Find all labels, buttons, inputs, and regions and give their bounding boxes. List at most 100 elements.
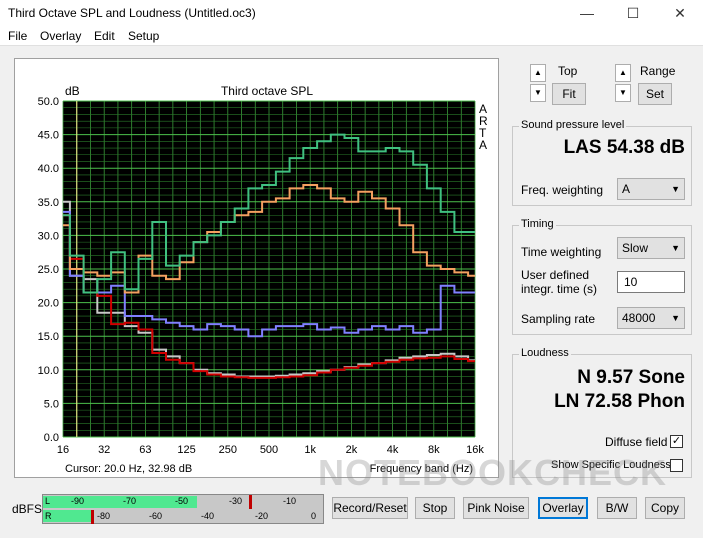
integr-time-label-2: integr. time (s)	[521, 282, 598, 296]
left-peak-marker	[249, 495, 252, 509]
plot-grid	[62, 100, 476, 438]
meter-r-label: R	[45, 511, 52, 521]
minimize-button[interactable]: —	[580, 5, 594, 21]
freq-weighting-select[interactable]: A ▼	[617, 178, 685, 200]
y-tick-label: 45.0	[38, 130, 59, 142]
top-down-button[interactable]: ▼	[530, 84, 546, 102]
series-line-4	[63, 184, 475, 294]
freq-weighting-label: Freq. weighting	[521, 183, 604, 197]
diffuse-field-checkbox[interactable]: ✓	[670, 435, 683, 448]
meter-tick-m60: -60	[149, 511, 163, 521]
side-letter-4: A	[479, 138, 487, 152]
chart-title: Third octave SPL	[221, 84, 313, 98]
meter-tick-m40: -40	[201, 511, 215, 521]
y-tick-label: 40.0	[38, 163, 59, 175]
third-octave-chart[interactable]: 0.0 5.0 10.0 15.0 20.0 25.0 30.0 35.0 40.0 45.0 50…	[15, 59, 500, 479]
x-tick-label: 250	[219, 444, 237, 456]
overlay-button[interactable]: Overlay	[538, 497, 588, 519]
y-tick-label: 30.0	[38, 230, 59, 242]
timing-panel: Timing Time weighting Slow ▼ User define…	[512, 218, 692, 335]
level-meter: L R -90 -70 -50 -30 -10 -80 -60 -40 -20 …	[42, 494, 324, 524]
y-tick-label: 5.0	[44, 398, 59, 410]
sampling-rate-select[interactable]: 48000 ▼	[617, 307, 685, 329]
spl-value: LAS 54.38 dB	[563, 137, 685, 158]
pink-noise-button[interactable]: Pink Noise	[463, 497, 529, 519]
x-tick-label: 2k	[346, 444, 358, 456]
y-axis-label: dB	[65, 84, 80, 98]
series-line-3	[63, 210, 475, 338]
arta-side-label: A R T A	[479, 102, 488, 152]
chevron-down-icon: ▼	[671, 243, 680, 253]
range-label: Range	[640, 64, 676, 78]
range-down-button[interactable]: ▼	[615, 84, 631, 102]
chevron-down-icon: ▼	[671, 313, 680, 323]
stop-button[interactable]: Stop	[415, 497, 455, 519]
window-title: Third Octave SPL and Loudness (Untitled.…	[8, 6, 256, 20]
menu-setup[interactable]: Setup	[128, 29, 160, 43]
freq-weighting-value: A	[622, 182, 631, 196]
record-reset-button[interactable]: Record/Reset	[332, 497, 408, 519]
spl-panel-title: Sound pressure level	[519, 119, 627, 131]
maximize-button[interactable]: ☐	[626, 5, 640, 21]
specific-loudness-label: Show Specific Loudness	[551, 459, 671, 471]
notebookcheck-watermark: NOTEBOOKCHECK	[318, 452, 668, 493]
series-line-5	[63, 133, 475, 294]
range-up-button[interactable]: ▲	[615, 64, 631, 82]
x-tick-label: 16k	[466, 444, 484, 456]
series-lines	[63, 133, 475, 379]
y-tick-label: 10.0	[38, 365, 59, 377]
x-tick-label: 1k	[304, 444, 316, 456]
x-tick-labels: 16 32 63 125 250 500 1k 2k 4k 8k 16k	[57, 444, 484, 456]
meter-l-label: L	[45, 496, 51, 506]
top-up-button[interactable]: ▲	[530, 64, 546, 82]
time-weighting-select[interactable]: Slow ▼	[617, 237, 685, 259]
x-axis-label: Frequency band (Hz)	[370, 463, 473, 475]
integr-time-input[interactable]: 10	[617, 271, 685, 293]
side-letter-2: R	[479, 114, 488, 128]
meter-tick-m10: -10	[283, 496, 297, 506]
time-weighting-value: Slow	[622, 241, 649, 255]
menu-bar: File Overlay Edit Setup	[0, 26, 703, 46]
menu-file[interactable]: File	[8, 29, 28, 43]
meter-tick-m70: -70	[123, 496, 137, 506]
diffuse-field-label: Diffuse field	[605, 435, 668, 449]
y-tick-label: 25.0	[38, 264, 59, 276]
meter-tick-m30: -30	[229, 496, 243, 506]
y-tick-label: 0.0	[44, 432, 59, 444]
y-tick-label: 15.0	[38, 331, 59, 343]
integr-time-label-1: User defined	[521, 268, 590, 282]
specific-loudness-checkbox[interactable]	[670, 459, 683, 472]
meter-tick-m80: -80	[97, 511, 111, 521]
x-tick-label: 63	[139, 444, 151, 456]
plot-frame: 0.0 5.0 10.0 15.0 20.0 25.0 30.0 35.0 40.0 45.0 50…	[14, 58, 499, 478]
close-button[interactable]: ✕	[674, 5, 686, 21]
y-tick-label: 20.0	[38, 298, 59, 310]
fit-button[interactable]: Fit	[552, 83, 586, 105]
copy-button[interactable]: Copy	[645, 497, 685, 519]
meter-tick-m90: -90	[71, 496, 85, 506]
x-tick-label: 32	[98, 444, 110, 456]
y-tick-label: 35.0	[38, 197, 59, 209]
time-weighting-label: Time weighting	[521, 245, 602, 259]
loudness-ln-value: LN 72.58 Phon	[554, 391, 685, 412]
set-button[interactable]: Set	[638, 83, 672, 105]
loudness-panel-title: Loudness	[519, 347, 571, 359]
cursor-readout: Cursor: 20.0 Hz, 32.98 dB	[65, 463, 192, 475]
meter-tick-m20: -20	[255, 511, 269, 521]
dbfs-label: dBFS	[12, 502, 43, 516]
series-line-1	[63, 200, 475, 378]
menu-overlay[interactable]: Overlay	[40, 29, 82, 43]
menu-edit[interactable]: Edit	[94, 29, 115, 43]
x-tick-label: 16	[57, 444, 69, 456]
bw-button[interactable]: B/W	[597, 497, 637, 519]
sampling-rate-value: 48000	[622, 311, 656, 325]
top-label: Top	[558, 64, 578, 78]
meter-tick-m50: -50	[175, 496, 189, 506]
right-level-bar	[43, 510, 94, 522]
left-level-bar	[43, 496, 197, 508]
y-tick-label: 50.0	[38, 96, 59, 108]
y-tick-labels: 0.0 5.0 10.0 15.0 20.0 25.0 30.0 35.0 40.0 45.0 50…	[38, 96, 59, 444]
loudness-n-value: N 9.57 Sone	[577, 367, 685, 388]
series-line-2	[63, 214, 475, 379]
side-letter-3: T	[479, 126, 487, 140]
